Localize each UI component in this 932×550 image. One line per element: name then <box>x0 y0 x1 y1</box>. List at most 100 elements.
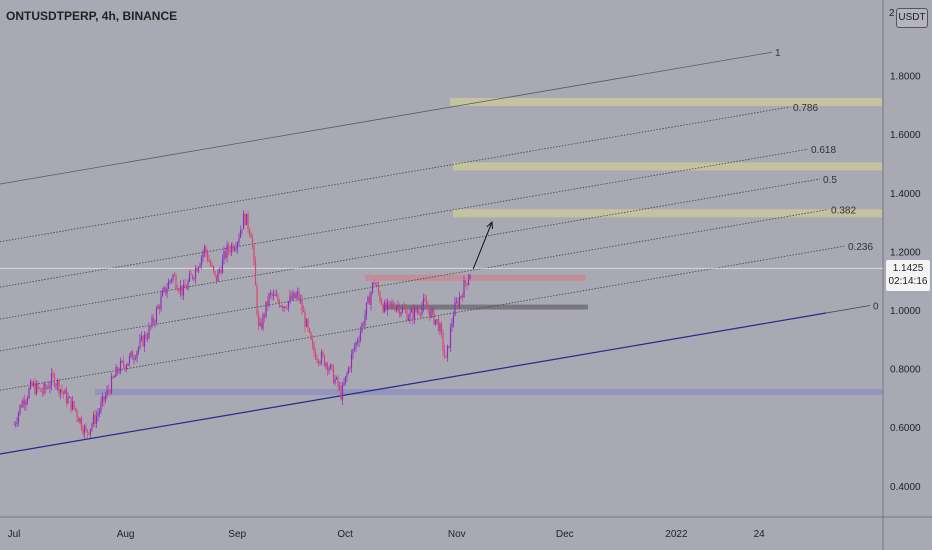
candle-body <box>428 309 431 318</box>
candle-body <box>50 373 53 386</box>
candle-body <box>197 267 200 272</box>
candle-body <box>433 308 435 325</box>
candle-body <box>458 296 461 307</box>
candle-body <box>185 287 188 289</box>
candle-body <box>443 350 446 356</box>
candle-body <box>194 268 197 279</box>
candle-body <box>88 432 90 435</box>
candle-body <box>287 301 290 309</box>
candle-body <box>106 389 108 396</box>
candle-body <box>367 296 369 303</box>
price-zone-red <box>365 274 586 281</box>
candle-body <box>314 352 317 360</box>
candle-body <box>17 412 20 422</box>
candle-body <box>152 317 155 323</box>
candle-body <box>220 270 222 274</box>
candle-body <box>35 382 38 394</box>
candle-body <box>269 292 272 294</box>
candle-body <box>89 428 92 435</box>
y-tick-label: 1.2000 <box>890 247 921 258</box>
currency-selector-button[interactable]: USDT <box>896 8 928 28</box>
candle-body <box>148 326 150 338</box>
candle-body <box>238 237 240 243</box>
candle-body <box>113 376 116 378</box>
last-price-value: 1.1425 <box>892 263 924 274</box>
candle-body <box>202 252 204 257</box>
candle-body <box>77 417 80 423</box>
candle-body <box>370 292 372 305</box>
fib-level-label: 1 <box>775 48 781 59</box>
candle-body <box>190 273 192 275</box>
candle-body <box>142 336 144 347</box>
candle-body <box>272 294 275 296</box>
candle-body <box>107 389 110 391</box>
candle-body <box>47 387 50 389</box>
candle-body <box>85 426 87 430</box>
candle-body <box>274 294 276 296</box>
fib-level-label: 0 <box>873 301 879 312</box>
candle-body <box>211 265 213 267</box>
candle-body <box>161 290 164 297</box>
candle-body <box>280 306 282 307</box>
candle-body <box>344 376 347 384</box>
candle-body <box>289 295 291 302</box>
candle-body <box>44 383 47 389</box>
candle-body <box>175 275 177 289</box>
candle-body <box>169 280 171 282</box>
candle-body <box>323 355 326 367</box>
y-tick-label: 1.6000 <box>890 130 921 141</box>
candle-body <box>214 271 216 276</box>
candle-body <box>320 352 323 363</box>
candle-body <box>385 302 387 310</box>
candle-body <box>164 287 167 294</box>
candle-body <box>380 300 383 305</box>
candle-body <box>412 309 414 320</box>
candle-body <box>358 340 360 342</box>
x-tick-label: Jul <box>8 529 21 540</box>
candle-body <box>317 359 320 363</box>
candle-body <box>91 424 93 429</box>
candle-body <box>203 246 206 253</box>
x-tick-label: Sep <box>228 529 246 540</box>
candle-body <box>230 244 233 253</box>
candle-body <box>364 315 366 326</box>
candle-body <box>346 373 348 377</box>
candle-body <box>62 391 65 394</box>
x-tick-label: Oct <box>337 529 353 540</box>
candle-body <box>283 306 285 309</box>
y-tick-label: 1.4000 <box>890 189 921 200</box>
candle-body <box>452 315 455 324</box>
candle-body <box>254 260 257 286</box>
candle-body <box>400 312 402 315</box>
candle-body <box>232 244 234 251</box>
candle-body <box>244 213 246 225</box>
candle-body <box>143 334 146 347</box>
price-zone-yellow <box>453 162 882 171</box>
candle-body <box>212 265 215 272</box>
fib-channel-line <box>0 209 829 352</box>
candle-body <box>455 301 458 303</box>
candle-body <box>463 280 465 298</box>
candle-body <box>397 305 399 308</box>
candle-body <box>268 293 270 306</box>
candle-body <box>191 274 194 279</box>
candle-body <box>292 292 294 300</box>
candle-body <box>394 307 396 311</box>
candle-body <box>130 351 132 356</box>
candle-body <box>448 345 450 348</box>
candle-body <box>350 354 353 369</box>
candle-body <box>403 307 405 309</box>
candle-body <box>137 347 140 352</box>
candle-body <box>332 366 335 384</box>
candle-body <box>284 306 287 308</box>
fib-channel-line <box>0 245 846 391</box>
candle-body <box>326 363 329 371</box>
candle-body <box>464 280 467 284</box>
candle-body <box>209 261 212 266</box>
candle-body <box>64 389 66 394</box>
candle-body <box>305 319 308 327</box>
candle-body <box>100 402 102 411</box>
candle-body <box>221 259 224 274</box>
